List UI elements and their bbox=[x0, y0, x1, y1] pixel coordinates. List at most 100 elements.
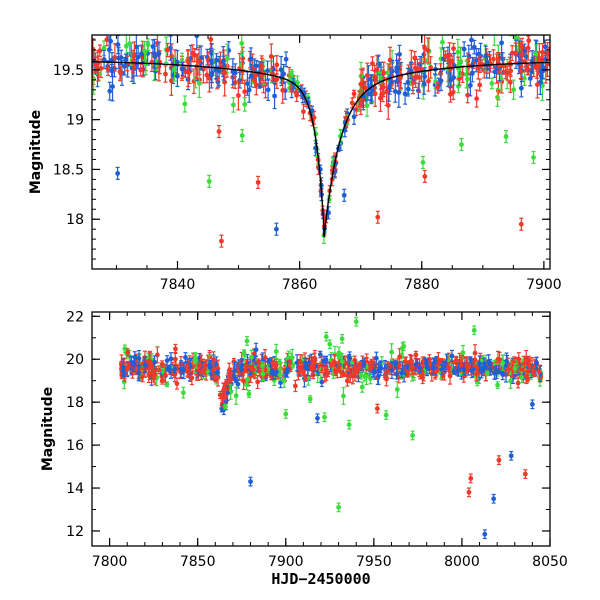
x-tick-label: 7880 bbox=[404, 277, 440, 293]
data-point bbox=[307, 395, 313, 403]
data-point bbox=[196, 46, 202, 75]
data-point bbox=[265, 78, 271, 102]
data-point bbox=[222, 67, 228, 79]
top-axis-ticks: 7840 7860 7880 7900 18 18.5 19 19.5 bbox=[53, 35, 562, 293]
data-point bbox=[487, 358, 493, 367]
data-point bbox=[241, 349, 247, 357]
outlier-point bbox=[322, 412, 327, 423]
data-point bbox=[515, 377, 521, 389]
outlier-point bbox=[471, 325, 477, 336]
data-point bbox=[164, 355, 170, 367]
data-point bbox=[508, 35, 513, 37]
data-point bbox=[499, 35, 505, 59]
data-point bbox=[148, 361, 154, 370]
data-point bbox=[239, 358, 245, 372]
data-point bbox=[213, 61, 219, 80]
data-point bbox=[415, 82, 421, 99]
y-tick-label: 16 bbox=[66, 438, 84, 454]
data-point bbox=[376, 366, 381, 386]
data-point bbox=[265, 60, 270, 81]
outlier-point bbox=[459, 137, 464, 152]
data-point bbox=[525, 35, 531, 61]
data-point bbox=[394, 380, 400, 398]
data-point bbox=[384, 77, 389, 106]
data-point bbox=[465, 87, 471, 104]
outlier-point bbox=[219, 234, 224, 248]
data-point bbox=[448, 72, 454, 89]
y-tick-label: 19 bbox=[66, 113, 84, 129]
data-point bbox=[193, 353, 199, 369]
data-point bbox=[385, 364, 391, 379]
data-point bbox=[174, 65, 180, 88]
data-point bbox=[431, 361, 436, 375]
x-tick-label: 7850 bbox=[180, 554, 216, 570]
data-point bbox=[519, 371, 525, 384]
outlier-point bbox=[115, 166, 121, 180]
data-point bbox=[465, 4, 470, 28]
data-point bbox=[477, 78, 483, 92]
data-point bbox=[484, 370, 490, 377]
data-point bbox=[495, 87, 500, 107]
data-point bbox=[109, 63, 115, 78]
data-point bbox=[136, 364, 142, 382]
data-point bbox=[180, 386, 186, 399]
data-point bbox=[370, 56, 375, 71]
data-point bbox=[450, 84, 456, 101]
outlier-point bbox=[315, 413, 320, 424]
outlier-point bbox=[336, 502, 342, 513]
data-point bbox=[416, 62, 422, 94]
data-point bbox=[417, 362, 423, 374]
data-point bbox=[230, 58, 236, 86]
data-point bbox=[518, 78, 524, 98]
data-point bbox=[421, 72, 427, 95]
data-point bbox=[201, 55, 206, 84]
data-point bbox=[426, 70, 431, 92]
data-point bbox=[259, 55, 265, 76]
data-point bbox=[299, 364, 305, 377]
data-point bbox=[467, 74, 473, 97]
data-point bbox=[252, 67, 258, 83]
data-point bbox=[413, 65, 419, 89]
data-point bbox=[278, 55, 284, 84]
data-point bbox=[408, 364, 414, 373]
data-point bbox=[380, 85, 386, 103]
y-tick-label: 19.5 bbox=[53, 63, 84, 79]
data-point bbox=[389, 343, 395, 361]
data-point bbox=[208, 61, 214, 89]
data-point bbox=[268, 43, 274, 70]
bottom-plot-frame bbox=[91, 311, 551, 547]
data-point bbox=[142, 356, 148, 374]
data-point bbox=[347, 367, 353, 384]
data-point bbox=[492, 35, 497, 46]
data-point bbox=[536, 364, 542, 379]
outlier-point bbox=[327, 339, 333, 350]
data-point bbox=[471, 39, 477, 55]
data-point bbox=[183, 352, 188, 363]
outlier-point bbox=[401, 341, 407, 352]
data-point bbox=[535, 70, 540, 99]
data-point bbox=[516, 352, 522, 366]
outlier-point bbox=[522, 469, 528, 479]
y-tick-label: 14 bbox=[66, 481, 84, 497]
data-point bbox=[351, 108, 357, 125]
outlier-point bbox=[206, 174, 212, 188]
data-point bbox=[461, 362, 467, 376]
data-point bbox=[399, 368, 405, 378]
data-point bbox=[428, 56, 434, 79]
top-plot-frame bbox=[91, 34, 551, 270]
bottom-y-axis-title: Magnitude bbox=[40, 387, 56, 471]
data-point bbox=[373, 351, 379, 365]
data-point bbox=[213, 375, 219, 383]
x-tick-label: 8050 bbox=[532, 554, 568, 570]
data-point bbox=[125, 348, 131, 357]
top-light-curve-panel: 7840 7860 7880 7900 18 18.5 19 19.5 Magnitude bbox=[28, 4, 562, 293]
data-point bbox=[389, 361, 395, 380]
data-point bbox=[509, 45, 515, 62]
outlier-point bbox=[422, 169, 428, 183]
data-point bbox=[362, 371, 368, 382]
data-point bbox=[135, 45, 141, 70]
data-point bbox=[446, 362, 452, 372]
data-point bbox=[241, 372, 247, 390]
data-point bbox=[347, 351, 353, 366]
bottom-light-curve-panel: 7800 7850 7900 7950 8000 8050 12 14 16 18 20 22 Mag… bbox=[40, 309, 568, 588]
